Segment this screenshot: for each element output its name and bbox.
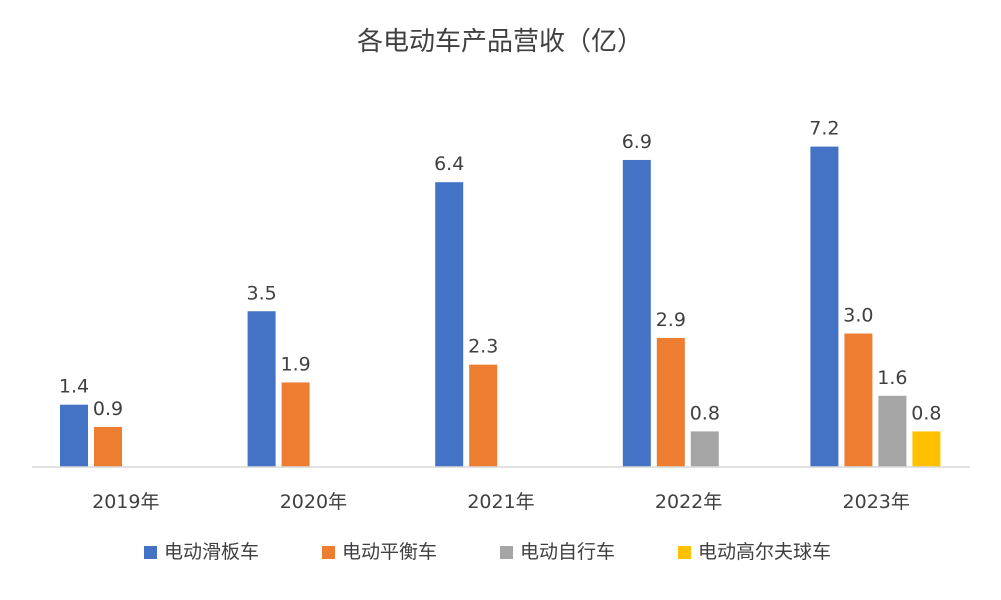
legend-label-2: 电动平衡车 (342, 541, 437, 563)
bar-4-5 (912, 431, 941, 467)
data-label-3-4: 0.8 (690, 402, 720, 424)
legend-swatch-2 (322, 546, 335, 559)
bar-2-1 (94, 426, 122, 467)
data-label-2-5: 3.0 (843, 305, 873, 327)
data-label-2-2: 1.9 (280, 353, 310, 375)
legend-swatch-1 (144, 546, 157, 559)
bar-1-2 (247, 311, 276, 467)
data-label-1-5: 7.2 (809, 118, 839, 140)
legend-swatch-4 (678, 546, 691, 559)
bars-layer (60, 146, 941, 467)
x-tick-labels: 2019年 2020年 2021年 2022年 2023年 (92, 491, 910, 513)
bar-1-5 (810, 146, 839, 467)
data-label-1-3: 6.4 (434, 153, 464, 175)
data-labels-layer: 1.40.93.51.96.42.36.92.90.87.23.01.60.8 (59, 118, 942, 425)
legend-label-4: 电动高尔夫球车 (698, 541, 831, 563)
bar-2-2 (281, 382, 310, 467)
legend-label-1: 电动滑板车 (164, 541, 259, 563)
bar-3-4 (690, 431, 719, 467)
data-label-2-3: 2.3 (468, 336, 498, 358)
bar-1-3 (435, 182, 464, 467)
x-tick-label-5: 2023年 (843, 491, 910, 513)
x-tick-label-3: 2021年 (467, 491, 534, 513)
bar-2-4 (656, 337, 685, 467)
bar-2-3 (469, 364, 498, 467)
data-label-1-4: 6.9 (622, 131, 652, 153)
data-label-1-2: 3.5 (246, 282, 276, 304)
legend-swatch-3 (500, 546, 513, 559)
bar-2-5 (844, 333, 873, 467)
data-label-2-1: 0.9 (93, 398, 123, 420)
chart-title: 各电动车产品营收（亿） (357, 27, 643, 57)
x-tick-label-4: 2022年 (655, 491, 722, 513)
x-tick-label-1: 2019年 (92, 491, 159, 513)
data-label-1-1: 1.4 (59, 376, 89, 398)
bar-1-1 (60, 404, 88, 467)
legend-label-3: 电动自行车 (520, 541, 615, 563)
x-tick-label-2: 2020年 (280, 491, 347, 513)
bar-1-4 (622, 159, 651, 467)
legend: 电动滑板车 电动平衡车 电动自行车 电动高尔夫球车 (144, 541, 831, 563)
bar-3-5 (878, 395, 907, 467)
data-label-2-4: 2.9 (656, 309, 686, 331)
data-label-3-5: 1.6 (877, 367, 907, 389)
data-label-4-5: 0.8 (911, 402, 941, 424)
